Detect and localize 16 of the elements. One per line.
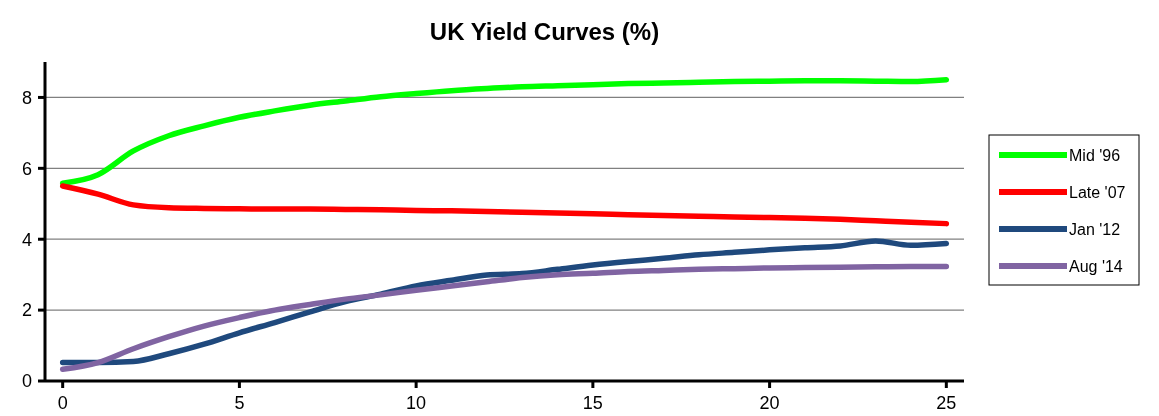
y-tick-label: 2 (21, 300, 32, 321)
chart-title: UK Yield Curves (%) (429, 18, 660, 45)
x-tick-label: 20 (759, 393, 780, 413)
y-tick-label: 8 (21, 87, 32, 108)
legend-label: Jan '12 (1069, 220, 1121, 238)
x-tick-label: 25 (936, 393, 957, 413)
legend-label: Aug '14 (1069, 257, 1123, 275)
legend-label: Mid '96 (1069, 146, 1121, 164)
y-tick-label: 4 (21, 229, 32, 250)
legend-label: Late '07 (1069, 183, 1126, 201)
x-tick-label: 0 (57, 393, 68, 413)
x-tick-label: 5 (234, 393, 245, 413)
y-tick-label: 0 (21, 371, 32, 392)
x-tick-label: 10 (406, 393, 427, 413)
x-tick-label: 15 (582, 393, 603, 413)
y-tick-label: 6 (21, 158, 32, 179)
